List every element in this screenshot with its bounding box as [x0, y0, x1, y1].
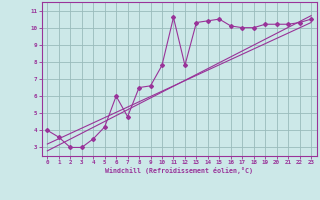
X-axis label: Windchill (Refroidissement éolien,°C): Windchill (Refroidissement éolien,°C) [105, 167, 253, 174]
